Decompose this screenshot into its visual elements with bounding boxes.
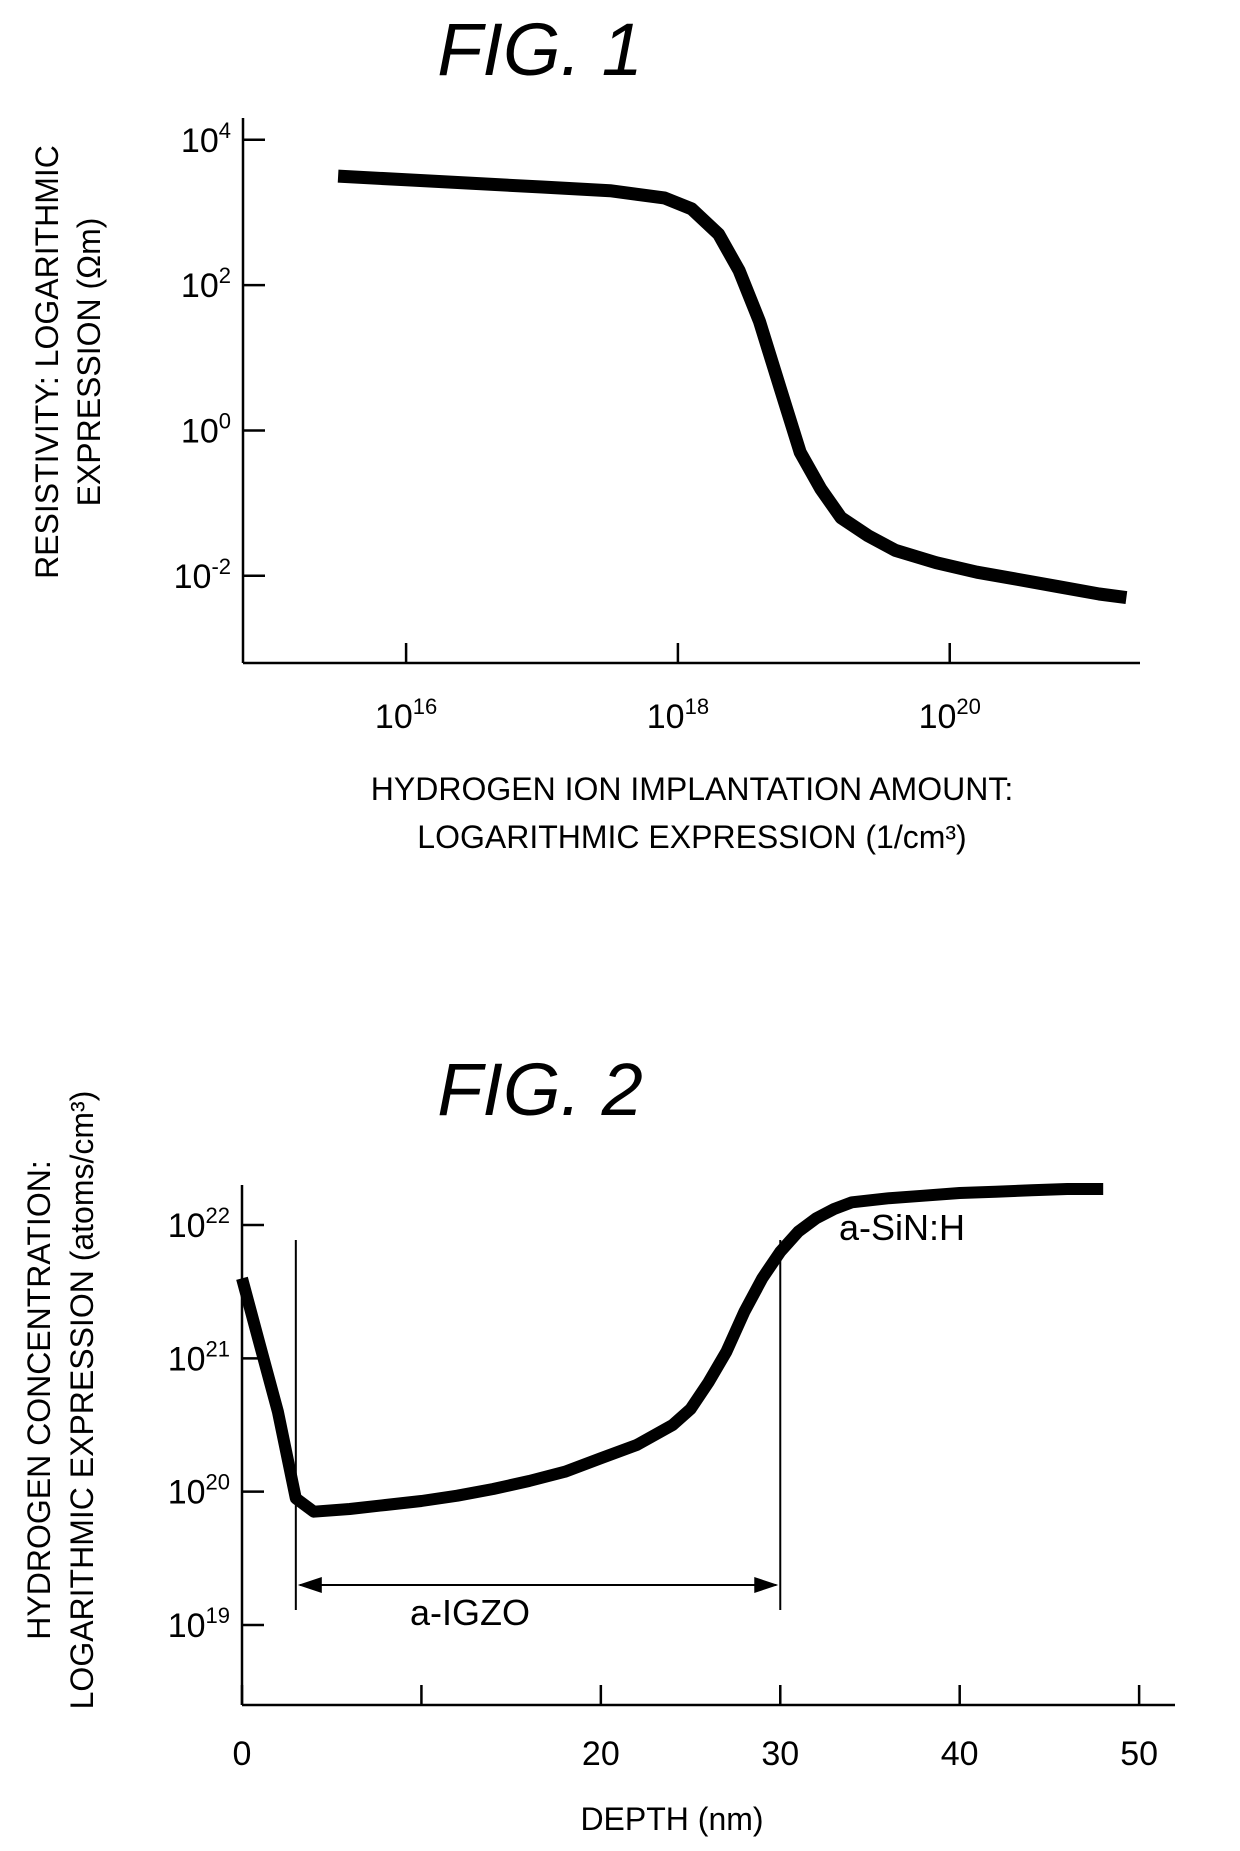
fig2-title: FIG. 2 (437, 1048, 643, 1131)
figure-1: FIG. 1 104 102 100 10-2 1016 1018 1020 RESIST… (29, 8, 1140, 855)
fig2-y-label-line1: HYDROGEN CONCENTRATION: (21, 1160, 57, 1639)
fig2-y-ticks: 1022 1021 1020 1019 (168, 1203, 264, 1645)
fig2-region-arrowhead-left (298, 1577, 322, 1593)
fig1-y-ticks: 104 102 100 10-2 (174, 118, 265, 596)
fig2-x-tick-label: 30 (761, 1735, 799, 1773)
fig1-y-label-line2: EXPRESSION (Ωm) (71, 218, 107, 507)
fig2-annotation-a-sinh: a-SiN:H (839, 1207, 965, 1248)
fig2-x-tick-label: 0 (233, 1735, 252, 1773)
fig2-x-tick-label: 50 (1120, 1735, 1158, 1773)
fig2-y-tick-label: 1021 (168, 1336, 230, 1378)
fig2-hydrogen-curve (242, 1189, 1103, 1512)
fig1-y-tick-label: 102 (181, 263, 231, 305)
fig2-x-tick-label: 20 (582, 1735, 620, 1773)
fig2-y-tick-label: 1019 (168, 1603, 230, 1645)
fig1-y-tick-label: 104 (181, 118, 231, 160)
fig1-y-label-line1: RESISTIVITY: LOGARITHMIC (29, 145, 65, 579)
figure-2: FIG. 2 1022 1021 1020 1019 0 20 30 40 50 a-IGZO… (21, 1048, 1175, 1837)
fig1-title: FIG. 1 (437, 8, 643, 91)
fig2-x-tick-label: 40 (941, 1735, 979, 1773)
fig1-y-tick-label: 10-2 (174, 554, 231, 596)
fig2-y-tick-label: 1022 (168, 1203, 230, 1245)
fig2-a-igzo-region (296, 1240, 780, 1610)
fig1-x-tick-label: 1016 (375, 694, 437, 736)
fig2-annotation-a-igzo: a-IGZO (410, 1592, 530, 1633)
fig2-y-tick-label: 1020 (168, 1470, 230, 1512)
fig1-y-tick-label: 100 (181, 408, 231, 450)
fig1-x-tick-label: 1020 (919, 694, 981, 736)
fig1-x-ticks: 1016 1018 1020 (375, 643, 981, 736)
fig1-resistivity-curve (338, 176, 1126, 597)
fig1-x-label-line1: HYDROGEN ION IMPLANTATION AMOUNT: (371, 771, 1013, 807)
fig1-x-label-line2: LOGARITHMIC EXPRESSION (1/cm³) (417, 819, 966, 855)
fig2-x-ticks: 0 20 30 40 50 (233, 1685, 1158, 1773)
fig1-x-tick-label: 1018 (647, 694, 709, 736)
fig2-y-label-line2: LOGARITHMIC EXPRESSION (atoms/cm³) (64, 1091, 100, 1710)
fig2-x-label: DEPTH (nm) (580, 1801, 763, 1837)
fig2-region-arrowhead-right (754, 1577, 778, 1593)
